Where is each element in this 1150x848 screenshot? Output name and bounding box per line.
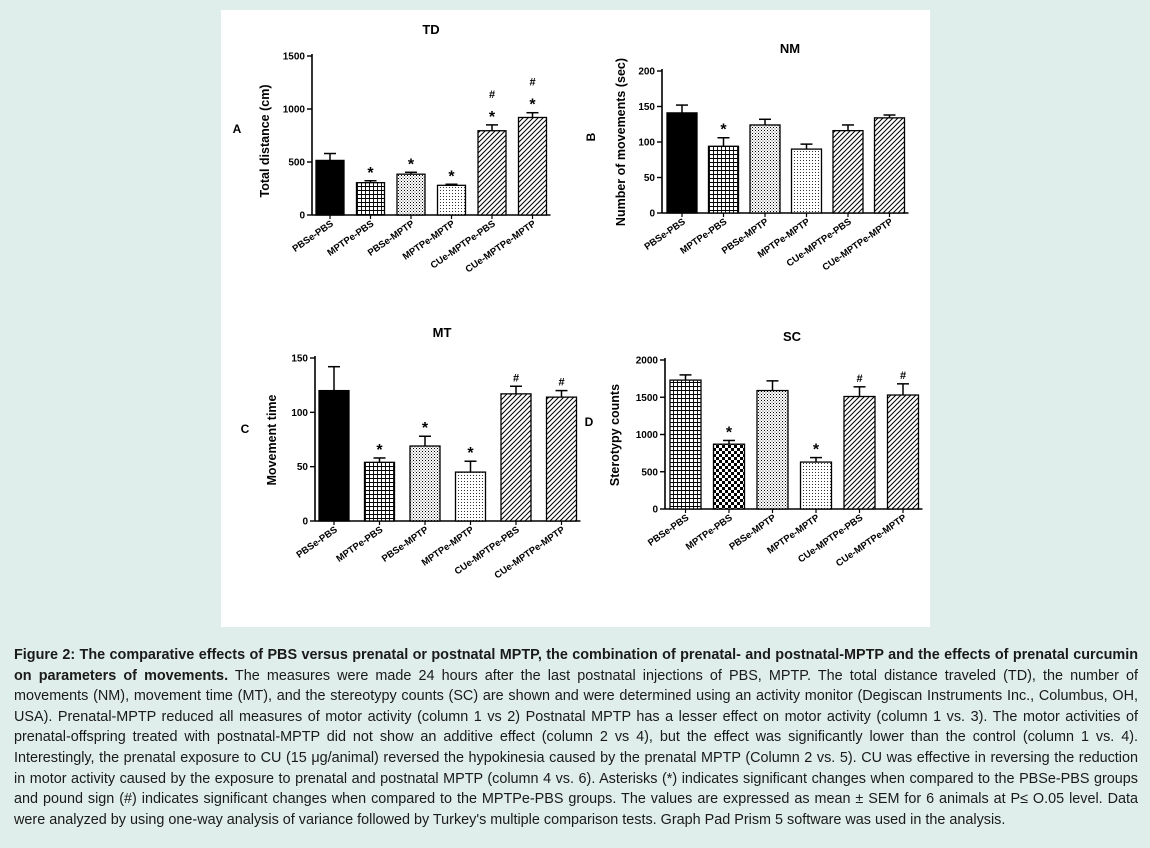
bar <box>843 395 876 510</box>
y-tick-label: 0 <box>652 505 658 516</box>
significance-star: * <box>422 420 429 437</box>
x-tick-label: MPTPe-PBS <box>334 524 385 564</box>
panel-letter: B <box>584 132 598 141</box>
bar <box>666 112 698 214</box>
y-tick-label: 150 <box>638 102 655 113</box>
significance-star: * <box>408 156 415 173</box>
y-axis-label: Number of movements (sec) <box>614 58 628 226</box>
bar <box>799 461 833 510</box>
bar <box>832 129 864 214</box>
bar <box>396 173 426 216</box>
y-tick-label: 500 <box>288 158 305 169</box>
y-tick-label: 1500 <box>636 393 659 404</box>
y-tick-label: 2000 <box>636 356 659 367</box>
figure-panel: TD A Total distance (cm) 0 500 1000 1500 PBSe-P… <box>221 10 930 627</box>
figure-caption: Figure 2: The comparative effects of PBS… <box>14 645 1138 830</box>
chart-title: SC <box>783 329 802 344</box>
bar <box>545 396 578 522</box>
bar <box>749 124 781 214</box>
bar <box>409 445 441 522</box>
bar <box>454 471 487 522</box>
chart-title: MT <box>433 325 452 340</box>
y-tick-label: 1000 <box>636 430 659 441</box>
significance-hash: # <box>558 377 564 389</box>
x-tick-label: CUe-MPTPe-MPTP <box>464 218 539 275</box>
y-axis-label: Sterotypy counts <box>608 384 622 486</box>
y-axis-label: Total distance (cm) <box>258 85 272 198</box>
y-tick-label: 0 <box>649 209 655 220</box>
x-tick-label: PBSe-PBS <box>294 524 339 560</box>
significance-star: * <box>376 442 383 459</box>
bar <box>756 389 789 510</box>
chart-title: NM <box>780 41 800 56</box>
y-tick-label: 500 <box>641 467 658 478</box>
panel-letter: C <box>241 422 250 436</box>
bar <box>873 117 906 214</box>
significance-star: * <box>813 442 820 459</box>
significance-star: * <box>529 97 536 114</box>
charts-svg: TDA Total distance (cm)050010001500PBSe-P… <box>233 22 923 581</box>
chart-D: SCD Sterotypy counts0500100015002000PBSe-… <box>585 329 923 569</box>
bar <box>790 148 823 214</box>
caption-text: The measures were made 24 hours after th… <box>14 667 1139 828</box>
caption-bold: Figure 2: The comparative effects of PBS… <box>14 647 1138 684</box>
bar <box>707 145 740 214</box>
bar <box>712 443 746 510</box>
y-tick-label: 1000 <box>283 105 306 116</box>
significance-star: * <box>367 165 374 182</box>
panel-letter: A <box>233 122 242 136</box>
bar <box>517 116 548 216</box>
significance-hash: # <box>529 77 535 89</box>
y-tick-label: 150 <box>291 354 308 365</box>
bar <box>436 184 467 216</box>
bar <box>363 461 396 522</box>
y-tick-label: 1500 <box>283 52 306 63</box>
significance-hash: # <box>900 370 906 382</box>
significance-star: * <box>448 168 455 185</box>
y-tick-label: 100 <box>638 138 655 149</box>
y-tick-label: 0 <box>299 211 305 222</box>
bar <box>318 389 350 522</box>
panel-letter: D <box>585 415 594 429</box>
y-tick-label: 200 <box>638 67 655 78</box>
significance-star: * <box>726 424 733 441</box>
chart-B: NM B Number of movements (sec) 0 50 100 150 200… <box>584 41 909 273</box>
bar <box>500 393 532 522</box>
y-tick-label: 50 <box>297 462 309 473</box>
chart-C: MT C Movement time 0 50 100 150 PBSe-PBSMPTPe-P… <box>241 325 581 581</box>
y-axis-label: Movement time <box>265 394 279 485</box>
significance-star: * <box>720 122 727 139</box>
significance-star: * <box>489 109 496 126</box>
bar <box>477 130 507 216</box>
significance-star: * <box>467 445 474 462</box>
bar <box>886 394 920 510</box>
bar <box>315 159 345 216</box>
chart-title: TD <box>422 22 439 37</box>
y-tick-label: 100 <box>291 408 308 419</box>
x-tick-label: CUe-MPTPe-MPTP <box>821 216 896 273</box>
x-tick-label: MPTPe-PBS <box>684 512 735 552</box>
x-tick-label: CUe-MPTPe-MPTP <box>834 512 909 569</box>
bar <box>669 379 702 510</box>
significance-hash: # <box>489 89 495 101</box>
bar <box>355 182 386 216</box>
y-tick-label: 50 <box>644 173 656 184</box>
chart-A: TDA Total distance (cm)050010001500PBSe-P… <box>233 22 551 275</box>
y-tick-label: 0 <box>302 517 308 528</box>
significance-hash: # <box>513 372 519 384</box>
significance-hash: # <box>856 373 862 385</box>
